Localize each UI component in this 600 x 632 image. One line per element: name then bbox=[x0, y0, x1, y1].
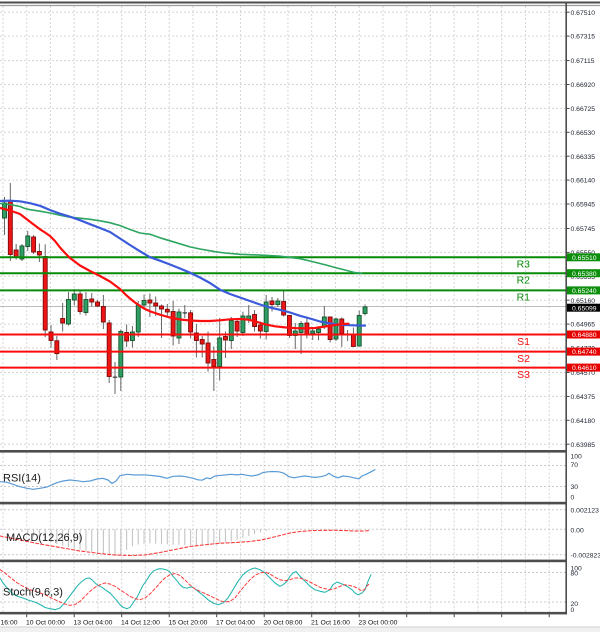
svg-text:0.67115: 0.67115 bbox=[571, 58, 595, 65]
svg-text:0.65160: 0.65160 bbox=[571, 298, 596, 305]
svg-text:100: 100 bbox=[571, 453, 583, 460]
svg-text:-0.002823: -0.002823 bbox=[571, 552, 600, 559]
svg-text:14 Oct 12:00: 14 Oct 12:00 bbox=[121, 620, 160, 627]
svg-text:RSI(14): RSI(14) bbox=[3, 473, 41, 485]
svg-text:13 Oct 04:00: 13 Oct 04:00 bbox=[74, 620, 113, 627]
svg-text:0.64570: 0.64570 bbox=[571, 370, 596, 377]
svg-text:20: 20 bbox=[571, 601, 579, 608]
svg-text:0.65380: 0.65380 bbox=[572, 271, 597, 278]
svg-text:21 Oct 16:00: 21 Oct 16:00 bbox=[311, 620, 350, 627]
svg-text:Stoch(9,6,3): Stoch(9,6,3) bbox=[3, 587, 63, 599]
svg-text:70: 70 bbox=[571, 462, 579, 469]
svg-text:0.002123: 0.002123 bbox=[571, 508, 600, 515]
svg-text:23 Oct 00:00: 23 Oct 00:00 bbox=[359, 620, 398, 627]
svg-text:0.63985: 0.63985 bbox=[571, 442, 596, 449]
svg-text:10 Oct 00:00: 10 Oct 00:00 bbox=[26, 620, 65, 627]
svg-text:0: 0 bbox=[571, 495, 575, 502]
svg-text:0.67510: 0.67510 bbox=[571, 10, 596, 17]
svg-text:17 Oct 04:00: 17 Oct 04:00 bbox=[216, 620, 255, 627]
svg-text:80: 80 bbox=[571, 571, 579, 578]
svg-text:0.64965: 0.64965 bbox=[571, 322, 596, 329]
svg-text:0.66530: 0.66530 bbox=[571, 130, 596, 137]
svg-text:30: 30 bbox=[571, 484, 579, 491]
svg-text:20 Oct 08:00: 20 Oct 08:00 bbox=[264, 620, 303, 627]
svg-text:100: 100 bbox=[571, 566, 583, 573]
svg-text:0: 0 bbox=[571, 607, 575, 614]
svg-text:0.64375: 0.64375 bbox=[571, 394, 596, 401]
svg-text:0.65945: 0.65945 bbox=[571, 202, 596, 209]
svg-text:16:00: 16:00 bbox=[1, 620, 18, 627]
svg-text:S2: S2 bbox=[517, 353, 530, 365]
svg-text:0.64180: 0.64180 bbox=[571, 418, 596, 425]
svg-text:R1: R1 bbox=[517, 292, 531, 304]
svg-text:0.65240: 0.65240 bbox=[572, 288, 597, 295]
svg-text:S3: S3 bbox=[517, 369, 530, 381]
svg-text:0.65099: 0.65099 bbox=[572, 305, 597, 312]
svg-text:S1: S1 bbox=[517, 336, 530, 348]
svg-text:MACD(12,26,9): MACD(12,26,9) bbox=[6, 532, 82, 544]
svg-text:0.66140: 0.66140 bbox=[571, 178, 596, 185]
svg-text:0.67315: 0.67315 bbox=[571, 34, 596, 41]
svg-text:0.66920: 0.66920 bbox=[571, 82, 596, 89]
svg-text:R2: R2 bbox=[517, 275, 531, 287]
svg-text:0.65355: 0.65355 bbox=[571, 274, 596, 281]
svg-text:0.64880: 0.64880 bbox=[572, 332, 597, 339]
svg-text:0.65510: 0.65510 bbox=[572, 255, 597, 262]
svg-text:0.66335: 0.66335 bbox=[571, 154, 596, 161]
svg-text:0.65745: 0.65745 bbox=[571, 226, 596, 233]
svg-text:0.00: 0.00 bbox=[571, 528, 584, 535]
svg-text:0.64610: 0.64610 bbox=[572, 365, 597, 372]
svg-text:0.66725: 0.66725 bbox=[571, 106, 596, 113]
svg-text:R3: R3 bbox=[517, 259, 531, 271]
svg-text:15 Oct 20:00: 15 Oct 20:00 bbox=[169, 620, 208, 627]
svg-text:0.64740: 0.64740 bbox=[572, 349, 597, 356]
